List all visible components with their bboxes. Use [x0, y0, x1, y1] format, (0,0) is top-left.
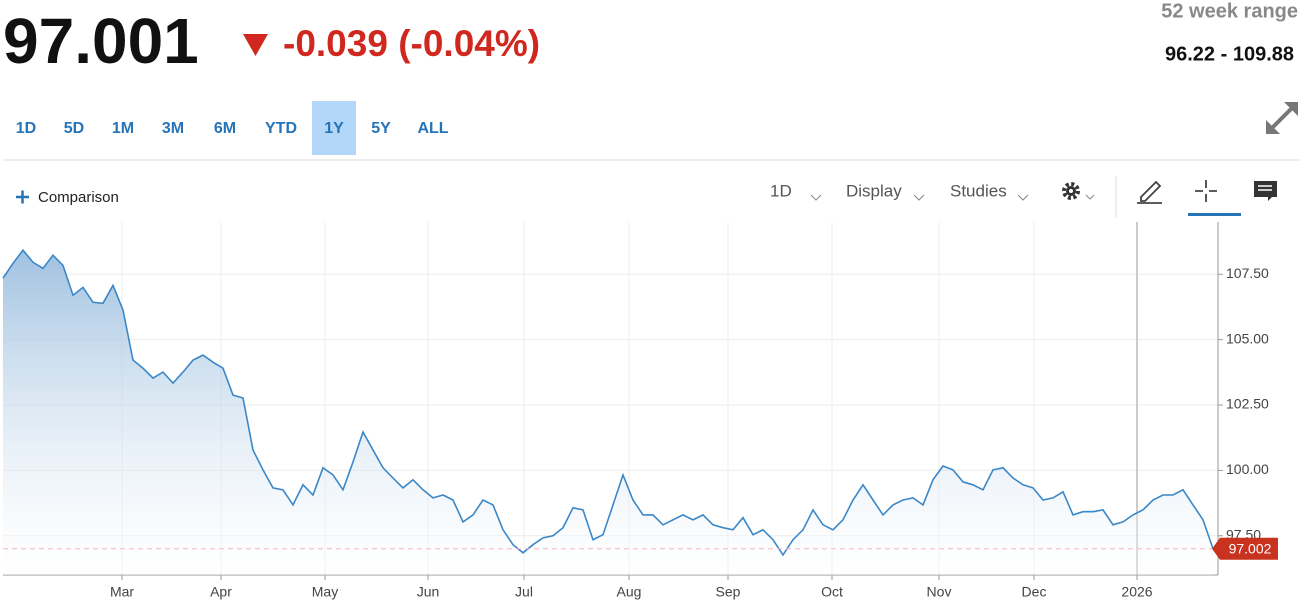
x-tick-label: Sep	[716, 584, 741, 600]
range-button[interactable]: 3M	[162, 120, 184, 137]
x-tick-label: May	[312, 584, 338, 600]
x-tick-label: Nov	[927, 584, 952, 600]
range-button[interactable]: 5D	[64, 120, 84, 137]
range-button[interactable]: 6M	[214, 120, 236, 137]
range-button[interactable]: ALL	[417, 120, 448, 137]
price: 97.001	[3, 5, 199, 77]
expand-icon[interactable]	[1266, 102, 1298, 134]
x-tick-label: Aug	[617, 584, 642, 600]
crosshair-icon[interactable]	[1195, 180, 1217, 202]
down-arrow	[243, 34, 268, 56]
price-change: -0.039 (-0.04%)	[283, 23, 540, 64]
x-tick-label: Dec	[1022, 584, 1047, 600]
x-tick-label: Mar	[110, 584, 134, 600]
display-button[interactable]: Display	[846, 181, 902, 200]
chevron	[913, 194, 925, 201]
last-price-label: 97.002	[1229, 541, 1272, 557]
active-underline	[1188, 213, 1241, 216]
line	[2, 248, 1214, 557]
comparison-button[interactable]: Comparison	[16, 189, 119, 206]
comparison-label: Comparison	[38, 189, 119, 206]
y-tick-label: 105.00	[1226, 330, 1269, 346]
range-button[interactable]: 1Y	[324, 120, 344, 137]
range-label: 52 week range	[1161, 0, 1298, 22]
selected-range-bg	[312, 101, 356, 155]
x-tick-label: Oct	[821, 584, 843, 600]
x-tick-label: 2026	[1121, 584, 1152, 600]
range-value: 96.22 - 109.88	[1165, 43, 1294, 65]
settings-icon[interactable]	[1062, 182, 1095, 200]
studies-button[interactable]: Studies	[950, 181, 1007, 200]
x-tick-label: Jun	[417, 584, 440, 600]
chevron	[810, 194, 822, 201]
range-button[interactable]: YTD	[265, 120, 297, 137]
range-button[interactable]: 1D	[16, 120, 36, 137]
x-tick-label: Apr	[210, 584, 232, 600]
last-price-badge	[1212, 537, 1278, 560]
x-tick-label: Jul	[515, 584, 533, 600]
comment-icon[interactable]	[1254, 181, 1277, 201]
interval-button[interactable]: 1D	[770, 181, 792, 200]
y-tick-label: 100.00	[1226, 461, 1269, 477]
draw-icon[interactable]	[1137, 180, 1162, 204]
chevron	[1017, 194, 1029, 201]
y-tick-label: 102.50	[1226, 396, 1269, 412]
y-tick-label: 107.50	[1226, 265, 1269, 281]
area	[3, 250, 1213, 575]
range-button[interactable]: 1M	[112, 120, 134, 137]
range-buttons: 1D 5D 1M 3M 6M YTD 1Y 5Y ALL	[16, 101, 449, 155]
range-button[interactable]: 5Y	[371, 120, 391, 137]
